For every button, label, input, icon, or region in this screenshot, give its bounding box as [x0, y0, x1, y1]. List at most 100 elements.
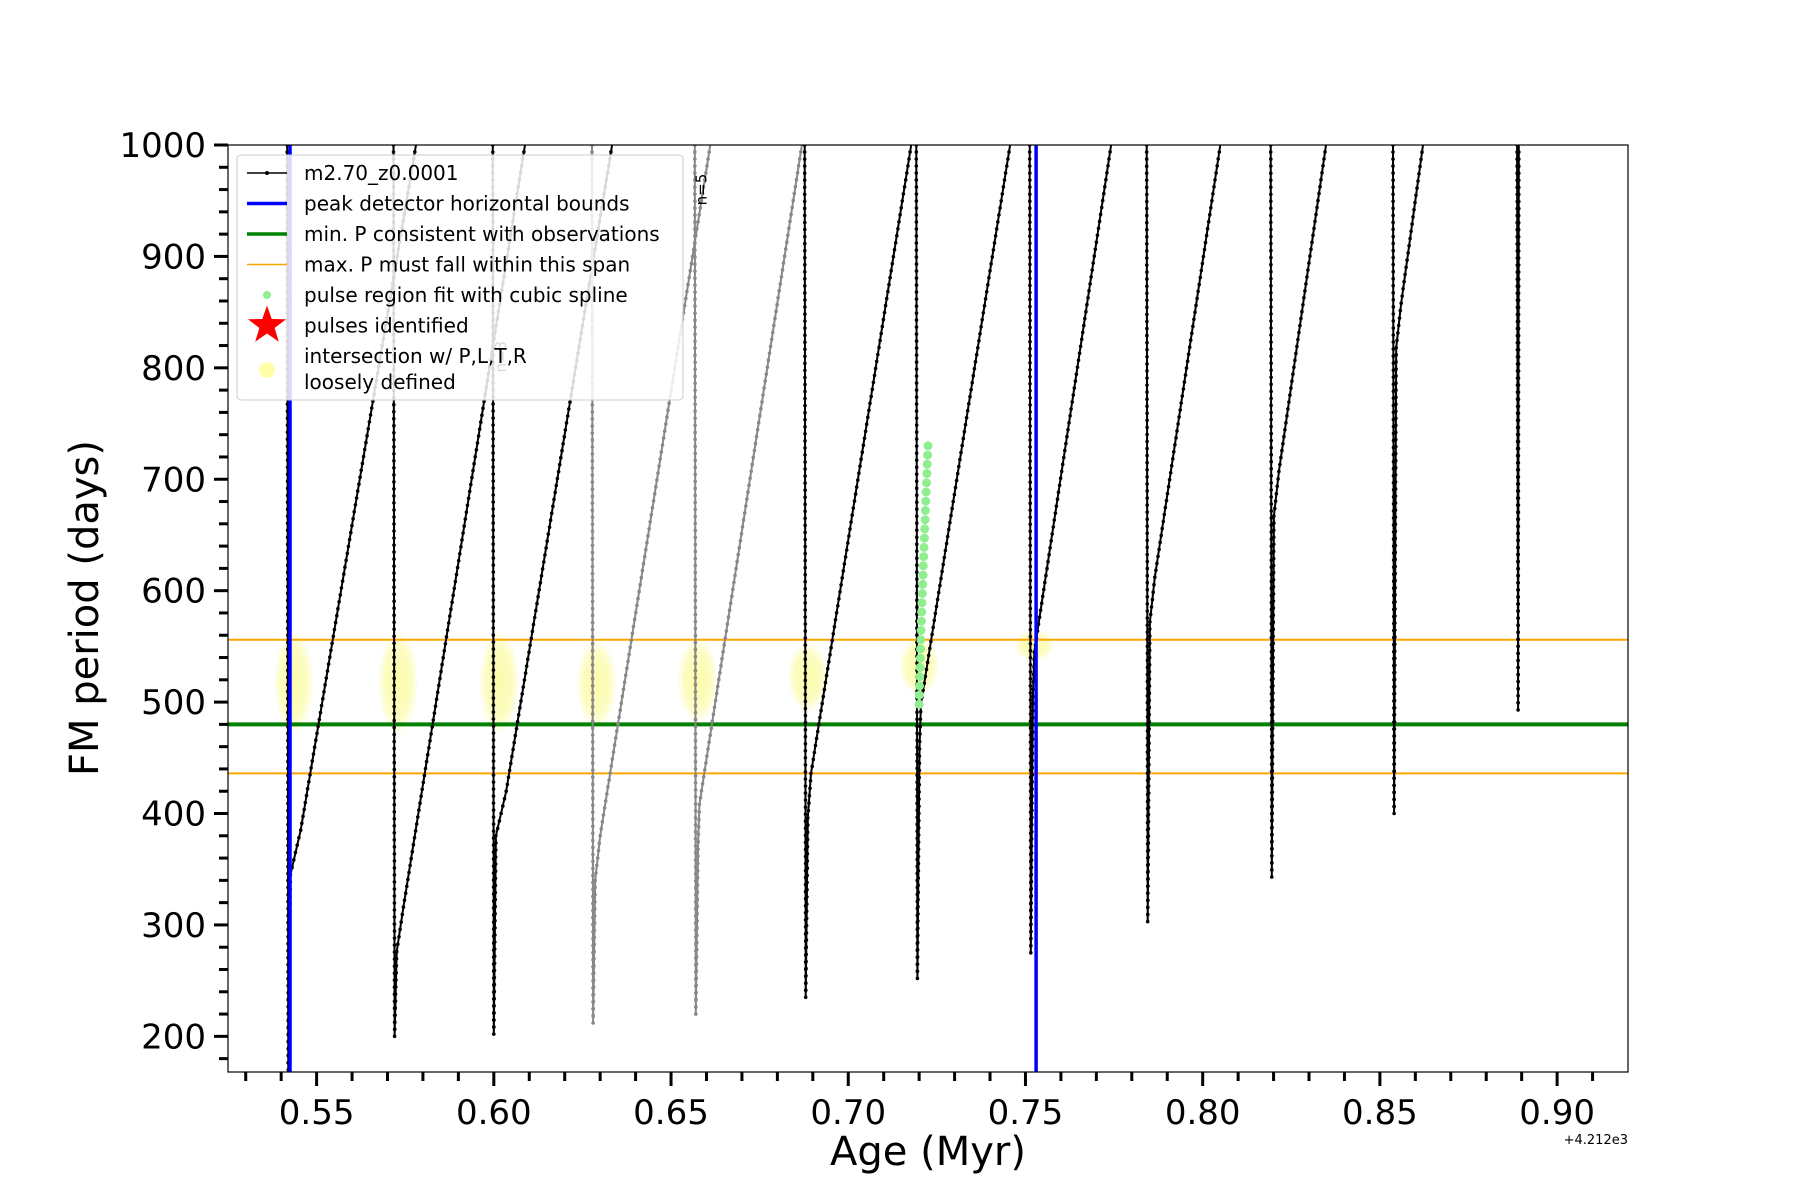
pulse-8-point — [1147, 698, 1152, 703]
pulse-4-point — [693, 675, 698, 680]
pulse-7-point — [1102, 191, 1106, 196]
pulse-9-point — [1273, 506, 1277, 511]
pulse-8-point — [1145, 369, 1149, 373]
pulse-4-point — [748, 476, 752, 481]
pulse-2-point — [492, 961, 497, 966]
pulse-2-point — [492, 1004, 496, 1008]
pulse-11-point — [1517, 192, 1521, 197]
pulse-3-point — [591, 866, 595, 871]
pulse-5-point — [803, 622, 808, 626]
pulse-1-point — [392, 859, 397, 863]
pulse-3-point — [705, 164, 709, 168]
pulse-2-point — [493, 933, 497, 937]
pulse-7-point — [1069, 407, 1073, 411]
pulse-3-point — [594, 871, 598, 875]
pulse-9-point — [1306, 268, 1310, 272]
pulse-8-point — [1195, 296, 1199, 301]
pulse-8-point — [1153, 575, 1157, 580]
pulse-5-point — [803, 403, 807, 408]
pulse-8-point — [1145, 432, 1149, 437]
pulse-5-point — [803, 530, 807, 535]
pulse-6-point — [996, 220, 1000, 224]
pulse-8-point — [1157, 547, 1161, 552]
pulse-9-point — [1269, 375, 1273, 380]
pulse-3-point — [590, 466, 595, 470]
pulse-4-point — [693, 283, 697, 288]
pulse-9-point — [1318, 184, 1322, 189]
pulse-0-point — [310, 759, 315, 763]
pulse-9-point — [1321, 164, 1325, 168]
pulse-2-point — [491, 703, 496, 707]
pulse-5-point — [803, 354, 807, 359]
pulse-0-point — [360, 461, 365, 466]
pulse-8-point — [1201, 254, 1206, 259]
pulse-10-point — [1391, 319, 1396, 323]
pulse-8-point — [1198, 275, 1203, 280]
pulse-5-point — [832, 625, 837, 629]
pulse-4-point — [733, 573, 737, 578]
pulse-8-point — [1145, 319, 1149, 324]
pulse-8-point — [1215, 164, 1219, 168]
pulse-1-point — [392, 922, 397, 926]
pulse-8-point — [1146, 848, 1151, 852]
pulse-5-point — [804, 931, 809, 935]
pulse-5-point — [805, 830, 810, 835]
pulse-6-point — [918, 724, 922, 729]
pulse-5-point — [803, 587, 807, 591]
pulse-9-point — [1269, 206, 1273, 211]
pulse-3-point — [606, 785, 610, 789]
pulse-1-point — [392, 746, 397, 751]
pulse-2-point — [532, 615, 537, 620]
pulse-6-point — [914, 465, 919, 470]
pulse-3-point — [648, 520, 652, 524]
pulse-9-point — [1269, 291, 1273, 295]
pulse-7-point — [1093, 247, 1098, 251]
pulse-1-point — [417, 808, 421, 812]
pulse-4-point — [795, 171, 800, 175]
pulse-3-point — [591, 859, 595, 864]
pulse-8-point — [1145, 609, 1150, 613]
pulse-0-point — [333, 620, 338, 625]
legend-entry-5: pulses identified — [248, 305, 469, 342]
pulse-10-point — [1393, 656, 1397, 661]
pulse-8-point — [1145, 524, 1149, 528]
pulse-7-point — [1096, 226, 1101, 231]
pulse-10-point — [1391, 199, 1395, 204]
pulse-4-point — [728, 601, 733, 605]
pulse-5-point — [908, 150, 912, 154]
pulse-4-point — [693, 788, 698, 792]
pulse-markers-5 — [802, 145, 912, 1000]
pulse-10-point — [1391, 255, 1395, 260]
pulse-10-point — [1414, 193, 1418, 198]
pulse-4-point — [724, 629, 729, 633]
pulse-6-point — [914, 248, 919, 252]
pulse-6-point — [952, 492, 957, 497]
pulse-10-point — [1391, 340, 1396, 344]
pulse-0-point — [305, 786, 310, 791]
pulse-3-point — [591, 845, 595, 850]
pulse-4-point — [794, 177, 799, 182]
pulse-6-point — [953, 485, 958, 490]
pulse-7-point — [1028, 620, 1033, 625]
pulse-4-point — [693, 353, 697, 358]
pulse-4-point — [693, 535, 698, 540]
pulse-6-point — [915, 815, 919, 820]
pulse-2-point — [493, 897, 498, 902]
pulse-4-point — [706, 747, 710, 751]
pulse-2-point — [491, 738, 496, 742]
pulse-9-point — [1295, 344, 1299, 349]
pulse-9-point — [1270, 839, 1274, 844]
pulse-11-point — [1516, 411, 1521, 416]
pulse-11-point — [1516, 390, 1521, 394]
pulse-7-point — [1028, 361, 1032, 365]
pulse-2-point — [511, 747, 515, 752]
pulse-5-point — [862, 436, 867, 441]
pulse-0-point — [317, 717, 322, 722]
pulse-1-point — [439, 669, 443, 674]
pulse-7-point — [1028, 171, 1032, 175]
pulse-8-point — [1147, 762, 1151, 767]
pulse-5-point — [804, 916, 809, 921]
pulse-8-point — [1145, 333, 1149, 338]
pulse-4-point — [763, 379, 767, 383]
pulse-markers-4 — [693, 145, 803, 1016]
